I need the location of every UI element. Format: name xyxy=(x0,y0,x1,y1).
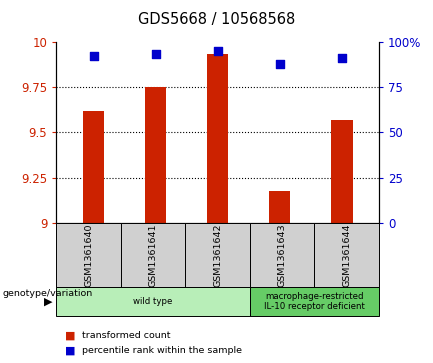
Bar xyxy=(250,287,379,316)
Bar xyxy=(314,223,379,287)
Bar xyxy=(56,287,250,316)
Point xyxy=(276,61,283,66)
Text: genotype/variation: genotype/variation xyxy=(2,289,92,298)
Text: GSM1361642: GSM1361642 xyxy=(213,223,222,287)
Text: ■: ■ xyxy=(65,331,75,341)
Text: wild type: wild type xyxy=(133,297,173,306)
Text: GDS5668 / 10568568: GDS5668 / 10568568 xyxy=(138,12,295,28)
Text: GSM1361641: GSM1361641 xyxy=(149,223,158,287)
Bar xyxy=(250,223,314,287)
Text: transformed count: transformed count xyxy=(82,331,171,340)
Text: ▶: ▶ xyxy=(44,296,53,306)
Bar xyxy=(145,87,166,223)
Point xyxy=(214,48,221,54)
Bar xyxy=(269,191,291,223)
Point xyxy=(338,55,345,61)
Bar xyxy=(121,223,185,287)
Bar xyxy=(83,111,104,223)
Point xyxy=(152,52,159,57)
Text: GSM1361644: GSM1361644 xyxy=(342,223,351,287)
Bar xyxy=(56,223,121,287)
Text: macrophage-restricted
IL-10 receptor deficient: macrophage-restricted IL-10 receptor def… xyxy=(264,291,365,311)
Bar xyxy=(207,54,229,223)
Bar xyxy=(185,223,250,287)
Text: percentile rank within the sample: percentile rank within the sample xyxy=(82,346,242,355)
Text: GSM1361640: GSM1361640 xyxy=(84,223,93,287)
Text: GSM1361643: GSM1361643 xyxy=(278,223,287,287)
Bar xyxy=(331,120,352,223)
Text: ■: ■ xyxy=(65,345,75,355)
Point xyxy=(90,53,97,59)
